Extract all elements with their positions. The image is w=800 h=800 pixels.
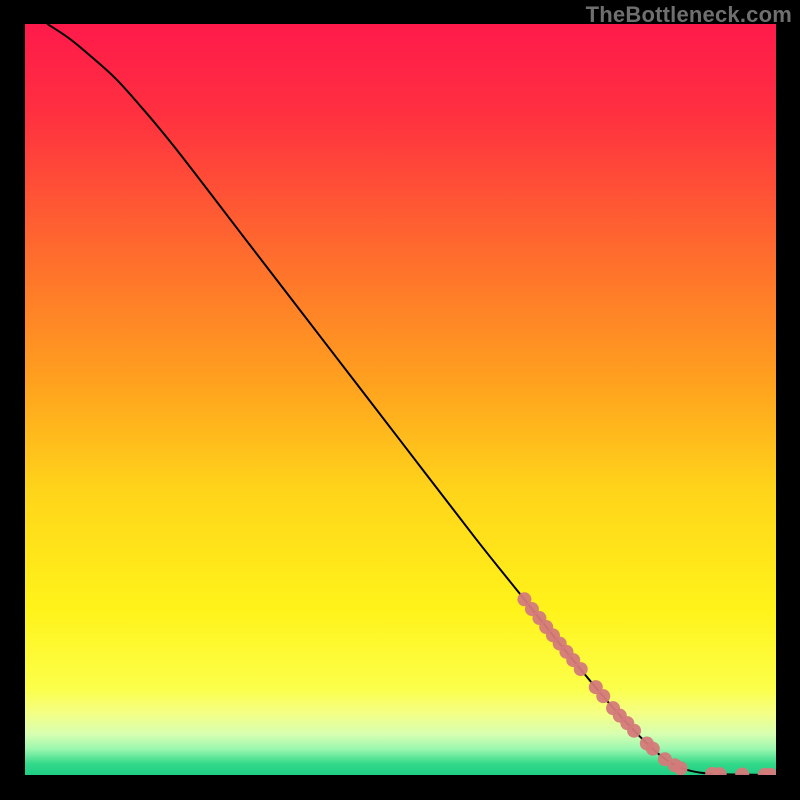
chart-stage: TheBottleneck.com (0, 0, 800, 800)
data-marker (596, 689, 610, 703)
gradient-background (25, 24, 776, 775)
data-marker (627, 724, 641, 738)
plot-svg (25, 24, 776, 775)
data-marker (674, 761, 688, 775)
plot-area (25, 24, 776, 775)
data-marker (574, 662, 588, 676)
data-marker (646, 742, 660, 756)
